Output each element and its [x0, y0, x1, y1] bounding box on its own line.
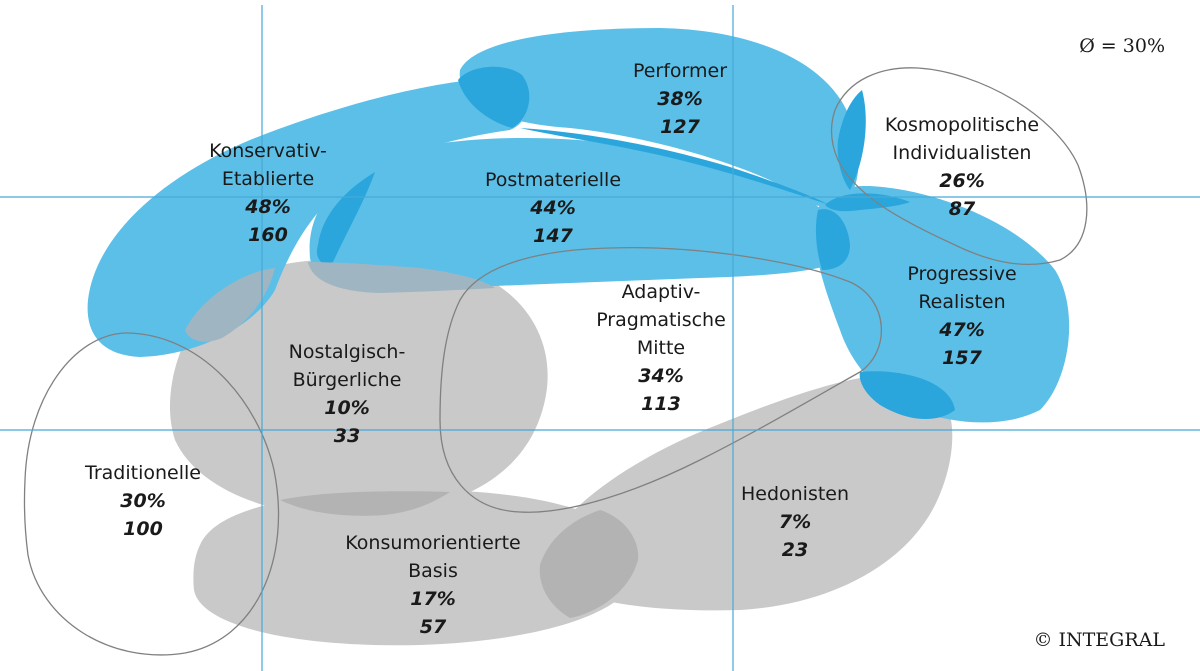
milieu-label-adaptiv: Adaptiv- Pragmatische Mitte 34% 113	[596, 281, 726, 415]
adaptiv-name-line: Mitte	[637, 337, 685, 359]
konsumorientierte-pct: 17%	[410, 588, 455, 610]
overlap-progressive-kosmo	[825, 193, 910, 212]
overlap-konservativ-postmaterielle	[316, 172, 375, 264]
adaptiv-count: 113	[641, 393, 681, 415]
overlap-konsum-hedonisten	[539, 510, 639, 618]
shape-progressive	[814, 185, 1070, 423]
hedonisten-count: 23	[782, 539, 808, 561]
milieu-label-kosmopolitische: Kosmopolitische Individualisten 26% 87	[885, 114, 1039, 220]
overlaps	[185, 66, 955, 618]
postmaterielle-count: 147	[533, 225, 573, 247]
postmaterielle-pct: 44%	[529, 197, 575, 219]
overlap-progressive-hedonisten	[859, 371, 955, 420]
traditionelle-pct: 30%	[120, 490, 165, 512]
nostalgisch-count: 33	[334, 425, 360, 447]
kosmopolitische-pct: 26%	[939, 170, 984, 192]
konservativ-name-line: Konservativ-	[209, 140, 327, 162]
milieu-label-konservativ: Konservativ- Etablierte 48% 160	[209, 140, 327, 246]
overlap-nostalgisch-konsum	[280, 491, 450, 516]
overlap-performer-kosmo	[837, 90, 866, 190]
milieu-labels: Konservativ- Etablierte 48% 160 Performer 38%…	[84, 60, 1039, 638]
average-label: Ø = 30%	[1079, 35, 1165, 57]
milieu-label-postmaterielle: Postmaterielle 44% 147	[485, 169, 621, 247]
shape-konsumorientierte	[193, 489, 639, 646]
konservativ-pct: 48%	[244, 196, 290, 218]
progressive-count: 157	[942, 347, 982, 369]
performer-pct: 38%	[657, 88, 702, 110]
adaptiv-name-line: Pragmatische	[596, 309, 726, 331]
hedonisten-pct: 7%	[779, 511, 811, 533]
konservativ-count: 160	[248, 224, 288, 246]
shape-adaptiv	[439, 247, 882, 513]
milieu-label-hedonisten: Hedonisten 7% 23	[741, 483, 849, 561]
kosmopolitische-name-line: Individualisten	[893, 142, 1032, 164]
konsumorientierte-count: 57	[420, 616, 447, 638]
kosmopolitische-count: 87	[949, 198, 976, 220]
traditionelle-name-line: Traditionelle	[84, 462, 201, 484]
traditionelle-count: 100	[123, 518, 163, 540]
postmaterielle-name-line: Postmaterielle	[485, 169, 621, 191]
shape-kosmopolitische	[830, 67, 1088, 265]
progressive-pct: 47%	[938, 319, 984, 341]
performer-name-line: Performer	[633, 60, 727, 82]
overlap-konservativ-nostalgisch	[185, 268, 275, 342]
shape-traditionelle	[23, 332, 280, 656]
overlap-postmaterielle-nostalgisch	[308, 262, 495, 293]
nostalgisch-name-line: Nostalgisch-	[289, 341, 406, 363]
overlap-postmaterielle-progressive	[815, 209, 850, 270]
performer-count: 127	[660, 116, 700, 138]
shape-performer	[459, 28, 859, 206]
overlap-konservativ-performer	[458, 66, 530, 128]
kosmopolitische-name-line: Kosmopolitische	[885, 114, 1039, 136]
grid-lines	[0, 5, 1200, 671]
nostalgisch-pct: 10%	[324, 397, 369, 419]
konservativ-name-line: Etablierte	[222, 168, 314, 190]
adaptiv-pct: 34%	[638, 365, 683, 387]
shape-hedonisten	[540, 374, 953, 611]
progressive-name-line: Progressive	[907, 263, 1016, 285]
adaptiv-name-line: Adaptiv-	[622, 281, 701, 303]
nostalgisch-name-line: Bürgerliche	[293, 369, 402, 391]
milieu-label-progressive: Progressive Realisten 47% 157	[907, 263, 1016, 369]
progressive-name-line: Realisten	[918, 291, 1005, 313]
milieu-label-performer: Performer 38% 127	[633, 60, 727, 138]
hedonisten-name-line: Hedonisten	[741, 483, 849, 505]
milieu-label-nostalgisch: Nostalgisch- Bürgerliche 10% 33	[289, 341, 406, 447]
milieu-label-konsumorientierte: Konsumorientierte Basis 17% 57	[345, 532, 520, 638]
konsumorientierte-name-line: Basis	[408, 560, 458, 582]
konsumorientierte-name-line: Konsumorientierte	[345, 532, 520, 554]
milieu-label-traditionelle: Traditionelle 30% 100	[84, 462, 201, 540]
shape-nostalgisch	[169, 258, 548, 517]
copyright-label: © INTEGRAL	[1033, 629, 1165, 651]
